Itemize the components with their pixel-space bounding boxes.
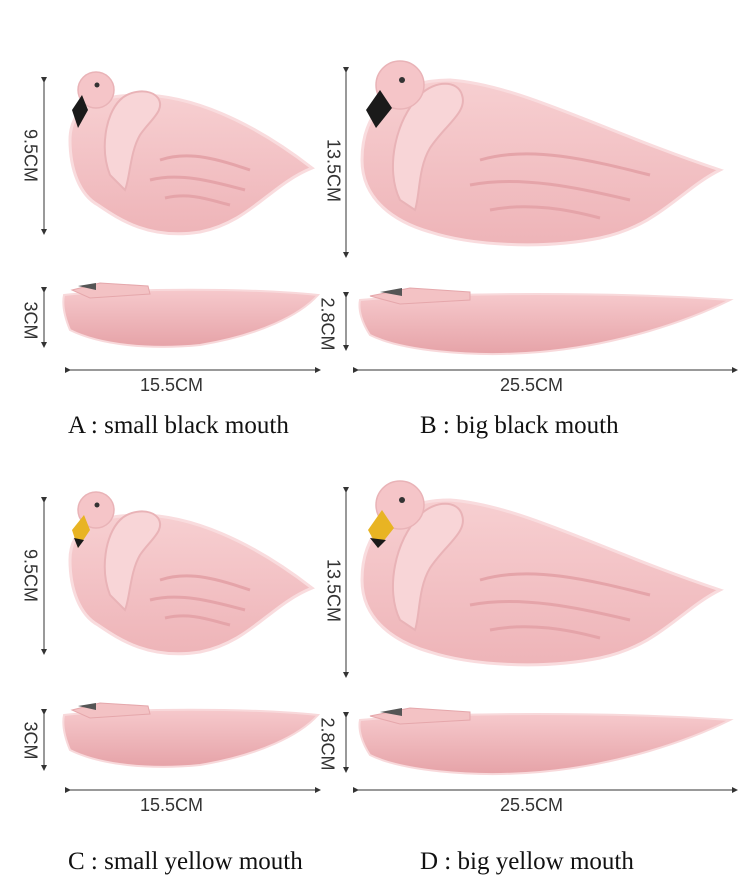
dim-a-height: 9.5CM (20, 128, 41, 182)
dim-a-depth: 3CM (20, 301, 41, 340)
beak-black-a (72, 95, 88, 128)
plate-b-top (360, 60, 724, 247)
plate-c-side (62, 702, 321, 768)
flamingo-head-b (375, 60, 425, 110)
caption-b: B : big black mouth (420, 412, 619, 439)
dim-b-depth: 2.8CM (317, 297, 338, 351)
plate-b-side (358, 287, 734, 355)
flamingo-head-c (77, 491, 115, 529)
plate-a-top (68, 71, 315, 236)
dim-d-depth: 2.8CM (317, 717, 338, 771)
plate-d-side (358, 707, 734, 775)
flamingo-head-d (375, 480, 425, 530)
beak-black-b (366, 90, 392, 128)
dim-c-height: 9.5CM (20, 548, 41, 602)
caption-d: D : big yellow mouth (420, 848, 634, 875)
caption-c: C : small yellow mouth (68, 848, 303, 875)
plate-c-top (68, 491, 315, 656)
dim-d-length: 25.5CM (500, 795, 564, 815)
plate-a-side (62, 282, 321, 348)
flamingo-head-a (77, 71, 115, 109)
dim-d-height: 13.5CM (323, 558, 344, 623)
dim-c-depth: 3CM (20, 721, 41, 760)
dim-c-length: 15.5CM (140, 795, 204, 815)
dim-a-length: 15.5CM (140, 375, 204, 395)
dim-b-height: 13.5CM (323, 138, 344, 203)
beak-yellow-d (368, 510, 394, 548)
caption-a: A : small black mouth (68, 412, 289, 439)
plate-d-top (360, 480, 724, 667)
dim-b-length: 25.5CM (500, 375, 564, 395)
